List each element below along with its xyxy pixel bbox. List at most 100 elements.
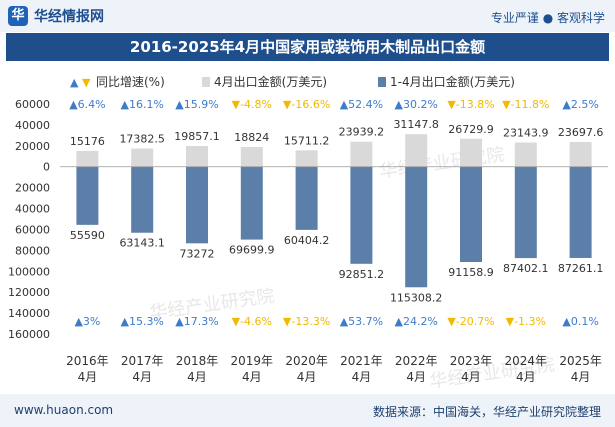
legend-cumulative-swatch [378,77,386,87]
data-label-april: 17382.5 [119,133,165,146]
growth-label-cumulative: ▲15.3% [120,315,163,328]
bar-april [76,150,99,167]
growth-label-april: ▲16.1% [120,98,163,111]
bar-cumulative [186,166,208,244]
data-label-cumulative: 60404.2 [284,234,330,247]
y-tick-label: 0 [43,161,50,174]
data-label-cumulative: 55590 [70,229,105,242]
y-tick-label: 100000 [8,265,50,278]
data-label-april: 19857.1 [174,130,220,143]
y-tick-label: 20000 [15,140,50,153]
data-label-cumulative: 115308.2 [390,291,443,304]
growth-label-april: ▲30.2% [394,98,437,111]
y-tick-label: 120000 [8,286,50,299]
y-tick-label: 140000 [8,307,50,320]
bar-april [131,148,154,167]
growth-label-april: ▲52.4% [340,98,383,111]
brand[interactable]: 华 华经情报网 [8,6,104,26]
bar-cumulative [350,166,373,264]
growth-label-cumulative: ▲3% [74,315,100,328]
data-label-april: 15711.2 [284,134,330,147]
bar-cumulative [131,166,154,233]
growth-label-cumulative: ▲53.7% [340,315,383,328]
data-label-april: 18824 [234,131,269,144]
data-label-cumulative: 91158.9 [448,266,494,279]
growth-label-april: ▼-4.8% [232,98,272,111]
bar-cumulative [405,166,428,288]
y-tick-label: 80000 [15,244,50,257]
x-tick-label: 4月 [461,370,481,384]
data-label-april: 23143.9 [503,127,549,140]
growth-label-april: ▼-11.8% [502,98,549,111]
growth-label-april: ▼-13.8% [447,98,494,111]
x-tick-label: 2023年 [450,354,493,368]
chart-title: 2016-2025年4月中国家用或装饰用木制品出口金额 [6,33,609,61]
x-tick-label: 4月 [297,370,317,384]
growth-label-april: ▲6.4% [69,98,105,111]
chart: ▲ ▼ 同比增速(%) 4月出口金额(万美元) 1-4月出口金额(万美元) 华经… [8,74,608,393]
data-label-cumulative: 73272 [180,247,215,260]
x-tick-label: 2020年 [285,354,328,368]
x-tick-label: 4月 [187,370,207,384]
bar-cumulative [569,166,592,258]
x-tick-label: 2024年 [505,354,548,368]
growth-label-april: ▲15.9% [175,98,218,111]
bar-april [350,141,373,167]
x-tick-label: 2019年 [231,354,274,368]
bar-april [295,150,318,167]
bar-cumulative [514,166,537,259]
growth-label-april: ▲2.5% [562,98,598,111]
bar-april [514,142,537,167]
data-source: 数据来源：中国海关，华经产业研究院整理 [372,405,601,419]
watermark: 华经产业研究院 [378,144,506,182]
growth-label-cumulative: ▲24.2% [394,315,437,328]
growth-label-cumulative: ▼-20.7% [447,315,494,328]
y-tick-label: 60000 [15,223,50,236]
bar-cumulative [240,166,263,240]
data-label-cumulative: 63143.1 [119,237,165,250]
bar-cumulative [295,166,318,230]
x-tick-label: 4月 [406,370,426,384]
growth-label-april: ▼-16.6% [283,98,330,111]
x-tick-label: 2021年 [340,354,383,368]
bar-april [405,134,428,167]
legend-april-label: 4月出口金额(万美元) [214,74,327,89]
data-label-cumulative: 87261.1 [558,262,604,275]
x-tick-label: 2022年 [395,354,438,368]
growth-label-cumulative: ▲0.1% [562,315,598,328]
growth-label-cumulative: ▼-13.3% [283,315,330,328]
legend-up-triangle: ▲ [70,76,79,89]
site-name: 华经情报网 [34,9,104,25]
bar-april [240,147,263,167]
footer: www.huaon.com 数据来源：中国海关，华经产业研究院整理 [0,394,615,427]
bar-cumulative [76,166,99,225]
legend-april-swatch [202,77,210,87]
x-tick-label: 4月 [132,370,152,384]
x-tick-label: 2018年 [176,354,219,368]
y-tick-label: 160000 [8,328,50,341]
data-label-cumulative: 87402.1 [503,262,549,275]
top-bar: 华 华经情报网 专业严谨 ● 客观科学 [0,0,615,32]
x-tick-label: 2016年 [66,354,109,368]
data-label-april: 23697.6 [558,126,604,139]
tagline: 专业严谨 ● 客观科学 [490,11,605,25]
bar-april [569,141,592,167]
data-label-april: 26729.9 [448,123,494,136]
growth-label-cumulative: ▼-4.6% [232,315,272,328]
data-label-cumulative: 69699.9 [229,244,275,257]
bar-april [460,138,482,167]
x-tick-label: 4月 [242,370,262,384]
y-tick-label: 40000 [15,119,50,132]
legend-down-triangle: ▼ [82,76,91,89]
legend-cumulative-label: 1-4月出口金额(万美元) [390,74,515,89]
footer-url[interactable]: www.huaon.com [14,403,114,417]
x-tick-label: 2025年 [559,354,602,368]
y-tick-label: 60000 [15,98,50,111]
logo-icon: 华 [8,6,28,26]
data-label-april: 31147.8 [393,118,439,131]
y-tick-label: 40000 [15,203,50,216]
y-tick-label: 20000 [15,182,50,195]
bar-cumulative [460,166,482,263]
x-tick-label: 4月 [516,370,536,384]
x-tick-label: 2017年 [121,354,164,368]
